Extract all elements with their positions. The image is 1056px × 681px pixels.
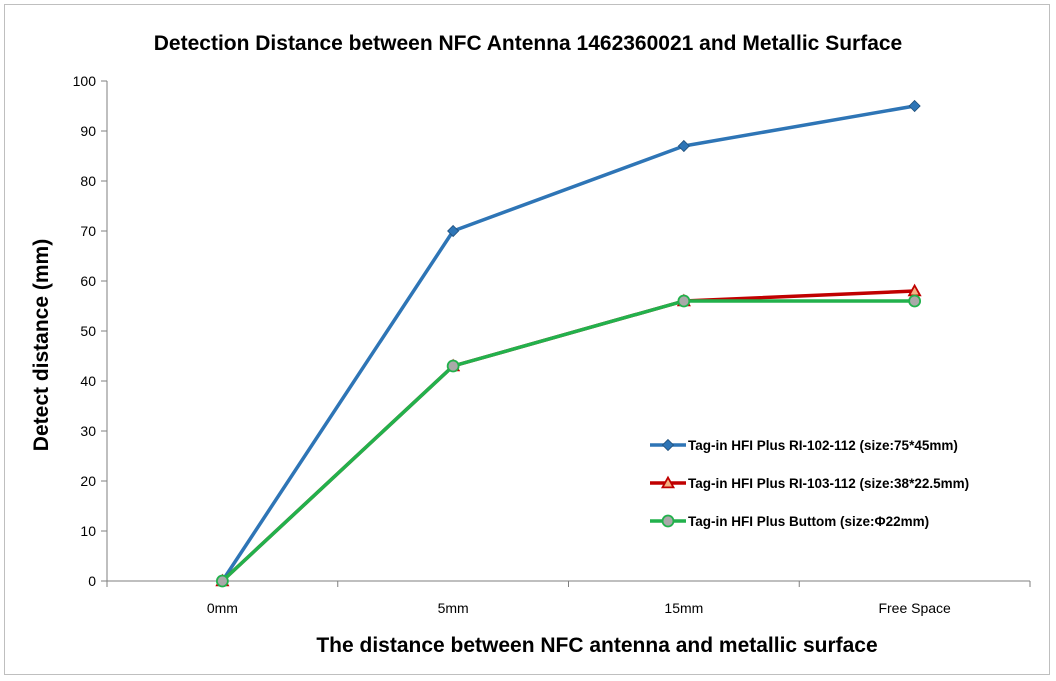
legend-item: Tag-in HFI Plus RI-103-112 (size:38*22.5… <box>650 475 969 491</box>
y-tick-label: 50 <box>80 323 96 339</box>
data-point <box>908 99 921 113</box>
y-tick-label: 70 <box>80 223 96 239</box>
data-point <box>446 359 460 373</box>
legend: Tag-in HFI Plus RI-102-112 (size:75*45mm… <box>650 438 969 529</box>
x-axis: 0mm 5mm 15mm Free Space <box>106 580 1031 616</box>
legend-swatch-marker <box>661 514 675 528</box>
data-point <box>215 574 229 588</box>
series-line <box>221 299 915 583</box>
series-layer <box>215 99 922 588</box>
legend-label: Tag-in HFI Plus RI-102-112 (size:75*45mm… <box>688 438 958 453</box>
legend-label: Tag-in HFI Plus RI-103-112 (size:38*22.5… <box>688 476 969 491</box>
chart-frame <box>4 4 1050 675</box>
x-axis-title: The distance between NFC antenna and met… <box>316 634 877 657</box>
y-tick-label: 60 <box>80 273 96 289</box>
series-3 <box>215 294 922 588</box>
y-tick-label: 40 <box>80 373 96 389</box>
data-point <box>908 294 922 308</box>
data-point <box>677 139 690 153</box>
legend-item: Tag-in HFI Plus RI-102-112 (size:75*45mm… <box>650 438 958 453</box>
data-point <box>677 294 691 308</box>
y-tick-label: 30 <box>80 423 96 439</box>
series-line <box>220 104 915 582</box>
x-tick-label: 0mm <box>207 600 238 616</box>
legend-label: Tag-in HFI Plus Buttom (size:Φ22mm) <box>688 514 929 529</box>
y-axis-title: Detect distance (mm) <box>30 239 53 451</box>
data-point <box>447 224 460 238</box>
y-axis: 0 10 20 30 40 50 60 70 80 90 100 <box>73 73 108 589</box>
y-tick-label: 100 <box>73 73 97 89</box>
legend-item: Tag-in HFI Plus Buttom (size:Φ22mm) <box>650 514 929 529</box>
legend-swatch-marker <box>660 475 676 489</box>
y-tick-label: 80 <box>80 173 96 189</box>
x-tick-label: Free Space <box>878 600 951 616</box>
chart-title: Detection Distance between NFC Antenna 1… <box>154 32 902 55</box>
series-2 <box>215 283 922 587</box>
y-tick-label: 10 <box>80 523 96 539</box>
y-tick-label: 90 <box>80 123 96 139</box>
x-tick-label: 5mm <box>438 600 469 616</box>
y-tick-label: 0 <box>88 573 96 589</box>
x-tick-label: 15mm <box>664 600 703 616</box>
legend-swatch-marker <box>661 438 675 452</box>
y-tick-label: 20 <box>80 473 96 489</box>
